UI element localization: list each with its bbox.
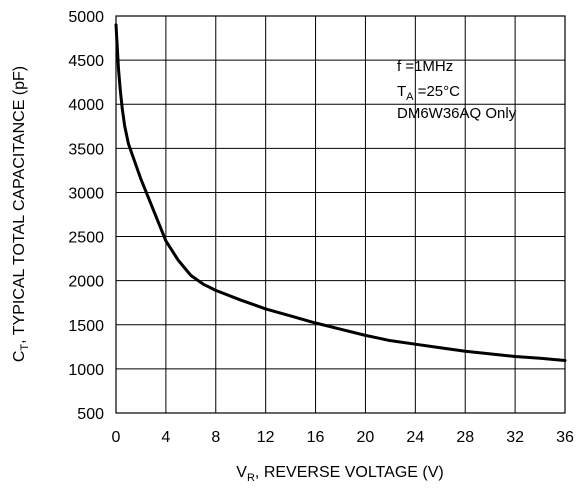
x-tick-label: 20 [357, 429, 375, 446]
annotation-temperature-rest: =25°C [414, 83, 461, 100]
annotation-temperature-main: T [397, 83, 406, 100]
y-tick-label: 2500 [68, 230, 104, 247]
y-axis-label: CT, TYPICAL TOTAL CAPACITANCE (pF) [11, 66, 31, 362]
y-tick-label: 500 [77, 406, 104, 423]
x-axis-label-sub: R [247, 472, 255, 484]
annotation-temperature: TA =25°C [397, 83, 460, 103]
annotation-frequency: f =1MHz [397, 58, 453, 75]
y-axis-label-sub: T [19, 344, 31, 351]
conditions-annotation: f =1MHz TA =25°C DM6W36AQ Only [397, 58, 517, 122]
y-tick-label: 3500 [68, 141, 104, 158]
y-axis-label-rest: , TYPICAL TOTAL CAPACITANCE (pF) [11, 66, 28, 344]
y-tick-label: 4500 [68, 53, 104, 70]
y-tick-label: 1500 [68, 318, 104, 335]
series-group [114, 23, 567, 363]
x-tick-label: 28 [456, 429, 474, 446]
x-tick-label: 12 [257, 429, 275, 446]
y-tick-label: 3000 [68, 185, 104, 202]
series-line-0 [114, 23, 567, 363]
y-tick-labels: 500 1000 1500 2000 2500 3000 3500 4000 4500 5000 [68, 9, 104, 423]
x-tick-label: 32 [506, 429, 524, 446]
x-axis-label-rest: , REVERSE VOLTAGE (V) [255, 464, 444, 481]
x-axis-label: VR, REVERSE VOLTAGE (V) [236, 464, 443, 484]
y-tick-label: 2000 [68, 274, 104, 291]
y-tick-label: 1000 [68, 362, 104, 379]
x-tick-label: 16 [307, 429, 325, 446]
y-axis-label-main: C [11, 351, 28, 363]
annotation-temperature-sub: A [406, 91, 414, 103]
x-tick-label: 0 [112, 429, 121, 446]
y-tick-label: 5000 [68, 9, 104, 26]
x-tick-label: 24 [406, 429, 424, 446]
x-axis-label-main: V [236, 464, 247, 481]
x-tick-labels: 0 4 8 12 16 20 24 28 32 36 [112, 429, 574, 446]
plot-frame [115, 15, 566, 414]
x-tick-label: 36 [556, 429, 574, 446]
x-tick-label: 8 [211, 429, 220, 446]
annotation-device: DM6W36AQ Only [397, 105, 517, 122]
y-tick-label: 4000 [68, 97, 104, 114]
x-tick-label: 4 [161, 429, 170, 446]
